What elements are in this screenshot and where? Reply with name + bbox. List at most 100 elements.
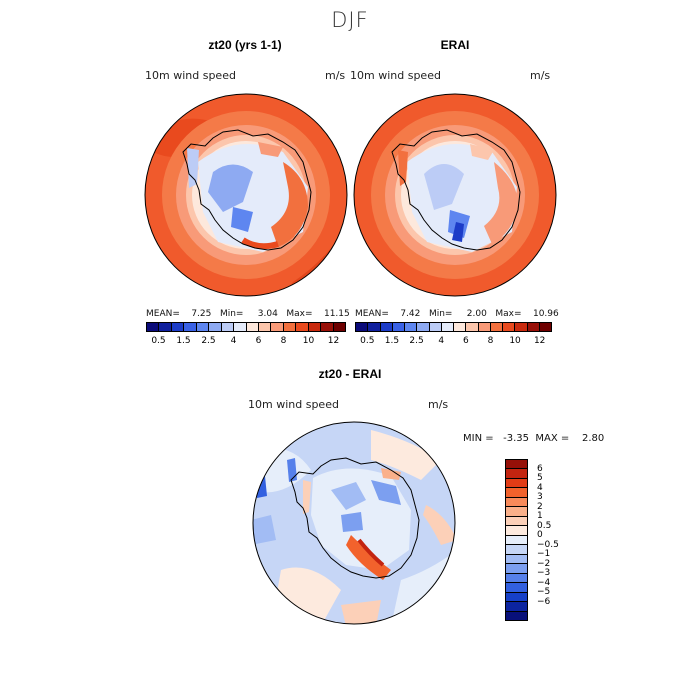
panel-1-map [144, 93, 348, 297]
panel-3-title: zt20 - ERAI [318, 367, 382, 381]
colorbar-swatch [539, 323, 551, 331]
colorbar-swatch [506, 545, 527, 555]
antarctica-coastline [290, 457, 420, 579]
colorbar-tick-label: 8 [487, 336, 494, 346]
map-boundary [144, 93, 348, 297]
colorbar-tick-label: 12 [533, 336, 546, 346]
colorbar-swatch [368, 323, 381, 331]
difference-colorbar [505, 459, 528, 621]
colorbar-swatch [506, 516, 527, 527]
colorbar-swatch [417, 323, 430, 331]
colorbar-swatch [246, 323, 259, 331]
colorbar-tick-label: −0.5 [537, 539, 559, 550]
colorbar-tick-label: 2 [537, 501, 543, 512]
colorbar-swatch [506, 535, 527, 546]
colorbar-swatch [441, 323, 454, 331]
colorbar-swatch [380, 323, 393, 331]
colorbar-swatch [506, 469, 527, 479]
wind-colorbar-1 [146, 322, 346, 332]
map-boundary [353, 93, 557, 297]
colorbar-swatch [221, 323, 235, 331]
colorbar-tick-label: 0 [537, 530, 543, 541]
antarctica-coastline [391, 129, 521, 251]
colorbar-swatch [321, 323, 334, 331]
colorbar-swatch [271, 323, 284, 331]
colorbar-swatch [506, 497, 527, 508]
panel-3-map [252, 421, 456, 625]
colorbar-swatch [506, 592, 527, 603]
colorbar-swatch [506, 564, 527, 574]
colorbar-swatch [159, 323, 172, 331]
panel-2-units: m/s [530, 69, 551, 82]
colorbar-tick-label: 12 [327, 336, 340, 346]
colorbar-swatch [147, 323, 160, 331]
colorbar-tick-label: 4 [438, 336, 445, 346]
colorbar-swatch [506, 554, 527, 565]
antarctica-coastline [182, 129, 312, 251]
panel-3-stats: MIN = -3.35 MAX = 2.80 [463, 433, 605, 444]
colorbar-swatch [490, 323, 503, 331]
colorbar-swatch [527, 323, 540, 331]
colorbar-swatch [506, 573, 527, 584]
colorbar-tick-label: 10 [509, 336, 521, 346]
colorbar-swatch [184, 323, 197, 331]
colorbar-swatch [506, 478, 527, 489]
colorbar-tick-label: −5 [537, 587, 551, 598]
panel-1-units: m/s [325, 69, 346, 82]
colorbar-tick-label: 0.5 [537, 520, 552, 531]
colorbar-tick-label: 1.5 [176, 336, 191, 346]
colorbar-swatch [506, 488, 527, 498]
colorbar-swatch [454, 323, 467, 331]
colorbar-swatch [478, 323, 491, 331]
colorbar-swatch [503, 323, 516, 331]
map-boundary [252, 421, 456, 625]
colorbar-swatch [196, 323, 210, 331]
colorbar-tick-label: 8 [280, 336, 287, 346]
colorbar-tick-label: 2.5 [201, 336, 216, 346]
colorbar-swatch [466, 323, 479, 331]
colorbar-tick-label: 0.5 [151, 336, 166, 346]
colorbar-swatch [392, 323, 405, 331]
colorbar-swatch [234, 323, 247, 331]
colorbar-tick-label: −2 [537, 558, 551, 569]
colorbar-swatch [258, 323, 272, 331]
colorbar-tick-label: 1 [537, 511, 543, 522]
panel-1-title: zt20 (yrs 1-1) [208, 38, 282, 52]
colorbar-swatch [506, 460, 527, 470]
panel-2-map [353, 93, 557, 297]
colorbar-swatch [283, 323, 297, 331]
colorbar-tick-label: 0.5 [360, 336, 375, 346]
colorbar-swatch [333, 323, 345, 331]
panel-2-title: ERAI [440, 38, 470, 52]
wind-colorbar-2 [355, 322, 552, 332]
colorbar-tick-label: 2.5 [409, 336, 424, 346]
colorbar-swatch [209, 323, 222, 331]
colorbar-swatch [506, 526, 527, 536]
wind-colorbar-2-ticks: 0.5 1.5 2.5 4 6 8 10 12 [355, 336, 552, 348]
colorbar-swatch [356, 323, 369, 331]
colorbar-swatch [171, 323, 185, 331]
colorbar-swatch [506, 611, 527, 620]
colorbar-swatch [308, 323, 322, 331]
panel-3-variable: 10m wind speed [248, 398, 339, 411]
colorbar-swatch [515, 323, 528, 331]
panel-3-units: m/s [428, 398, 449, 411]
colorbar-tick-label: −3 [537, 568, 551, 579]
colorbar-swatch [506, 583, 527, 593]
colorbar-tick-label: −6 [537, 596, 551, 607]
figure-title: DJF [331, 8, 369, 32]
wind-colorbar-1-ticks: 0.5 1.5 2.5 4 6 8 10 12 [146, 336, 346, 348]
colorbar-tick-label: −4 [537, 577, 551, 588]
panel-2-stats: MEAN= 7.42 Min= 2.00 Max= 10.96 [355, 309, 559, 319]
colorbar-swatch [296, 323, 309, 331]
panel-1-stats: MEAN= 7.25 Min= 3.04 Max= 11.15 [146, 309, 350, 319]
colorbar-tick-label: 5 [537, 473, 543, 484]
difference-colorbar-ticks: 6 5 4 3 2 1 0.5 0 −0.5 −1 −2 −3 −4 −5 −6 [537, 459, 577, 621]
colorbar-swatch [506, 602, 527, 612]
colorbar-tick-label: 1.5 [384, 336, 400, 346]
colorbar-tick-label: 3 [537, 492, 543, 503]
colorbar-swatch [429, 323, 442, 331]
colorbar-tick-label: 4 [230, 336, 237, 346]
colorbar-tick-label: 4 [537, 482, 543, 493]
colorbar-tick-label: −1 [537, 549, 551, 560]
